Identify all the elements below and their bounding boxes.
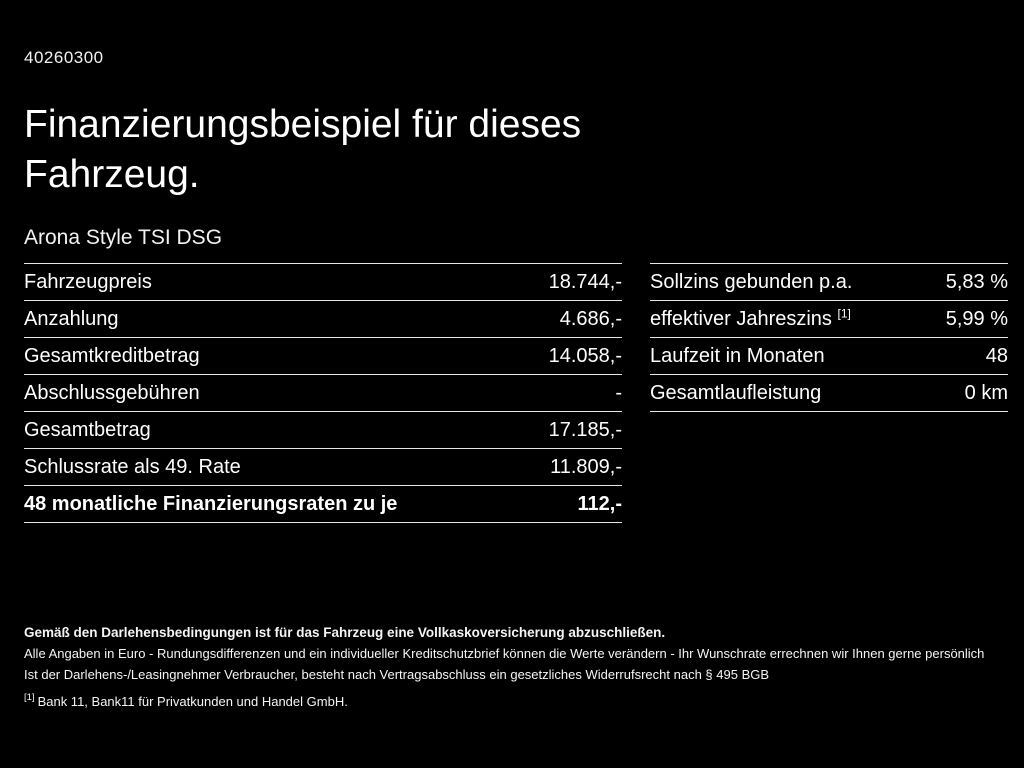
row-label: Gesamtkreditbetrag <box>24 344 200 367</box>
table-row-anzahlung: Anzahlung 4.686,- <box>24 299 622 337</box>
financing-table-left: Fahrzeugpreis 18.744,- Anzahlung 4.686,-… <box>24 262 622 523</box>
financing-tables: Fahrzeugpreis 18.744,- Anzahlung 4.686,-… <box>24 262 1008 523</box>
row-label: Schlussrate als 49. Rate <box>24 455 241 478</box>
row-label: Gesamtbetrag <box>24 418 151 441</box>
row-label: effektiver Jahreszins [1] <box>650 306 851 330</box>
row-value: 17.185,- <box>548 418 622 441</box>
bank-footnote-marker: [1] <box>24 692 35 704</box>
row-label: Laufzeit in Monaten <box>650 344 825 367</box>
row-label-text: effektiver Jahreszins <box>650 307 832 330</box>
row-value: 5,99 % <box>945 307 1008 330</box>
row-value: 4.686,- <box>559 307 622 330</box>
row-label: Sollzins gebunden p.a. <box>650 270 853 293</box>
footnote-marker: [1] <box>837 306 851 321</box>
row-value: 11.809,- <box>550 455 622 478</box>
rounding-note: Alle Angaben in Euro - Rundungsdifferenz… <box>24 645 985 661</box>
table-row-gesamtkreditbetrag: Gesamtkreditbetrag 14.058,- <box>24 336 622 374</box>
row-label: 48 monatliche Finanzierungsraten zu je <box>24 492 398 515</box>
row-value: 5,83 % <box>945 270 1008 293</box>
bank-footnote: [1] Bank 11, Bank11 für Privatkunden und … <box>24 691 1004 712</box>
table-row-gesamtlaufleistung: Gesamtlaufleistung 0 km <box>650 373 1008 412</box>
row-label: Anzahlung <box>24 307 119 330</box>
row-value: 14.058,- <box>548 344 622 367</box>
page-title: Finanzierungsbeispiel für dieses Fahrzeu… <box>24 103 582 196</box>
footer-notes: Gemäß den Darlehensbedingungen ist für d… <box>24 622 1004 712</box>
vehicle-model-label: Arona Style TSI DSG <box>24 225 223 249</box>
row-value: 112,- <box>577 492 622 515</box>
row-label: Abschlussgebühren <box>24 381 200 404</box>
row-value: 48 <box>985 344 1008 367</box>
row-value: 0 km <box>964 381 1008 404</box>
row-value: 18.744,- <box>548 270 622 293</box>
financing-table-right: Sollzins gebunden p.a. 5,83 % effektiver… <box>650 262 1008 412</box>
table-row-laufzeit: Laufzeit in Monaten 48 <box>650 336 1008 374</box>
row-value: - <box>615 381 622 404</box>
table-row-schlussrate: Schlussrate als 49. Rate 11.809,- <box>24 447 622 485</box>
table-row-monatsrate: 48 monatliche Finanzierungsraten zu je 1… <box>24 484 622 523</box>
document-id: 40260300 <box>24 48 104 67</box>
withdrawal-note: Ist der Darlehens-/Leasingnehmer Verbrau… <box>24 666 770 682</box>
row-label: Gesamtlaufleistung <box>650 381 822 404</box>
row-label: Fahrzeugpreis <box>24 270 152 293</box>
table-row-effektiver-jahreszins: effektiver Jahreszins [1] 5,99 % <box>650 299 1008 337</box>
table-row-fahrzeugpreis: Fahrzeugpreis 18.744,- <box>24 262 622 300</box>
table-row-abschlussgebuehren: Abschlussgebühren - <box>24 373 622 411</box>
table-row-sollzins: Sollzins gebunden p.a. 5,83 % <box>650 262 1008 300</box>
insurance-note: Gemäß den Darlehensbedingungen ist für d… <box>24 624 666 640</box>
bank-footnote-text: Bank 11, Bank11 für Privatkunden und Han… <box>37 693 348 709</box>
table-row-gesamtbetrag: Gesamtbetrag 17.185,- <box>24 410 622 448</box>
